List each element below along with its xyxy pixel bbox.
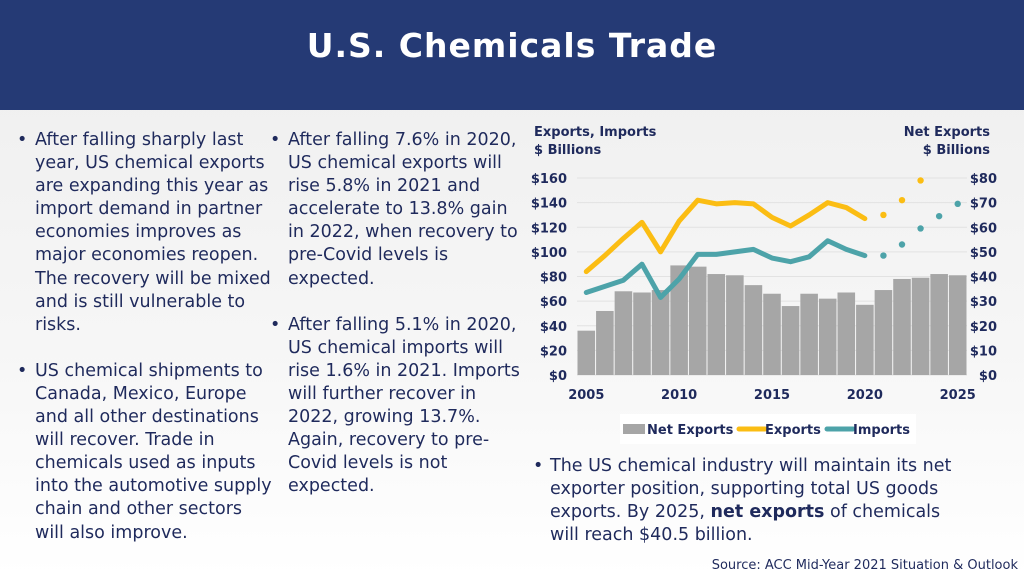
net-exports-bar: [837, 292, 856, 375]
right-tick-label: $60: [970, 221, 997, 236]
right-tick-label: $20: [970, 320, 997, 335]
exports-forecast-point: [880, 211, 887, 219]
right-tick-label: $80: [970, 172, 997, 187]
left-tick-label: $60: [540, 295, 567, 310]
legend-label: Imports: [853, 423, 910, 438]
left-bullet-2: US chemical shipments to Canada, Mexico,…: [17, 360, 275, 545]
right-tick-label: $10: [970, 344, 997, 359]
net-exports-bar: [874, 290, 893, 375]
header-bar: U.S. Chemicals Trade: [0, 0, 1024, 110]
legend-box: [620, 414, 916, 444]
net-exports-bar: [763, 293, 781, 375]
imports-forecast-point: [898, 241, 906, 248]
net-exports-bar: [818, 298, 837, 375]
legend-label: Exports: [765, 423, 821, 438]
x-tick-label: 2025: [940, 388, 976, 403]
trade-chart: Exports, Imports $ Billions Net Exports $ B…: [531, 125, 997, 444]
imports-forecast-point: [954, 200, 961, 208]
net-exports-bar: [948, 275, 967, 375]
net-exports-bar: [651, 290, 670, 375]
left-tick-label: $0: [549, 369, 567, 384]
left-tick-label: $140: [531, 197, 567, 212]
right-axis-label: $ Billions: [923, 143, 990, 158]
left-tick-label: $20: [540, 344, 567, 359]
source-note: Source: ACC Mid-Year 2021 Situation & Ou…: [711, 558, 1018, 573]
middle-bullet-1: After falling 7.6% in 2020, US chemical …: [270, 129, 528, 291]
imports-line: [583, 238, 868, 300]
right-tick-label: $40: [970, 271, 997, 286]
net-exports-bar: [670, 265, 688, 375]
right-tick-label: $0: [979, 369, 997, 384]
right-tick-label: $50: [970, 246, 997, 261]
net-exports-bar: [726, 275, 744, 375]
net-exports-bar: [633, 292, 651, 375]
middle-bullet-2: After falling 5.1% in 2020, US chemical …: [270, 314, 528, 499]
left-tick-label: $100: [531, 246, 567, 261]
note-text-bold: net exports: [710, 502, 825, 523]
imports-forecast-point: [935, 212, 943, 220]
net-exports-bar: [688, 266, 707, 375]
middle-text-column: After falling 7.6% in 2020, US chemical …: [270, 129, 528, 498]
left-tick-label: $160: [531, 172, 567, 187]
page-title: U.S. Chemicals Trade: [306, 26, 718, 65]
net-exports-bar: [893, 278, 911, 375]
exports-forecast-point: [898, 196, 906, 204]
x-tick-label: 2005: [568, 388, 604, 403]
left-tick-label: $80: [540, 271, 567, 286]
left-tick-label: $120: [531, 221, 567, 236]
left-text-column: After falling sharply last year, US chem…: [17, 129, 275, 545]
right-axis-label: Net Exports: [904, 125, 991, 140]
net-exports-bar: [744, 285, 763, 375]
exports-forecast-point: [917, 177, 924, 184]
net-exports-bar: [707, 274, 726, 375]
net-exports-bar: [930, 274, 948, 375]
net-exports-bar: [800, 293, 818, 375]
net-exports-bar: [856, 304, 874, 375]
net-exports-bar: [577, 330, 596, 375]
left-axis-label: $ Billions: [534, 143, 601, 158]
x-tick-label: 2020: [847, 388, 883, 403]
imports-forecast-point: [880, 252, 887, 259]
x-tick-label: 2010: [661, 388, 697, 403]
x-tick-label: 2015: [754, 388, 790, 403]
left-tick-label: $40: [540, 320, 567, 335]
net-exports-bar: [614, 291, 633, 375]
right-tick-label: $30: [970, 295, 997, 310]
net-exports-bar: [911, 277, 930, 375]
exports-line: [583, 197, 868, 275]
net-exports-note: The US chemical industry will maintain i…: [533, 455, 973, 547]
note-text-before: The US chemical industry will maintain i…: [550, 456, 952, 523]
legend-net-exports-swatch: [623, 424, 645, 434]
net-exports-note-bullet: The US chemical industry will maintain i…: [533, 455, 973, 547]
imports-forecast-point: [917, 225, 924, 232]
left-bullet-1: After falling sharply last year, US chem…: [17, 129, 275, 337]
note-text-after: of chemicals will reach $40.5 billion.: [550, 502, 941, 546]
left-axis-label: Exports, Imports: [534, 125, 657, 140]
right-tick-label: $70: [970, 197, 997, 212]
net-exports-bar: [596, 310, 614, 375]
legend-label: Net Exports: [647, 423, 734, 438]
net-exports-bar: [781, 306, 800, 375]
